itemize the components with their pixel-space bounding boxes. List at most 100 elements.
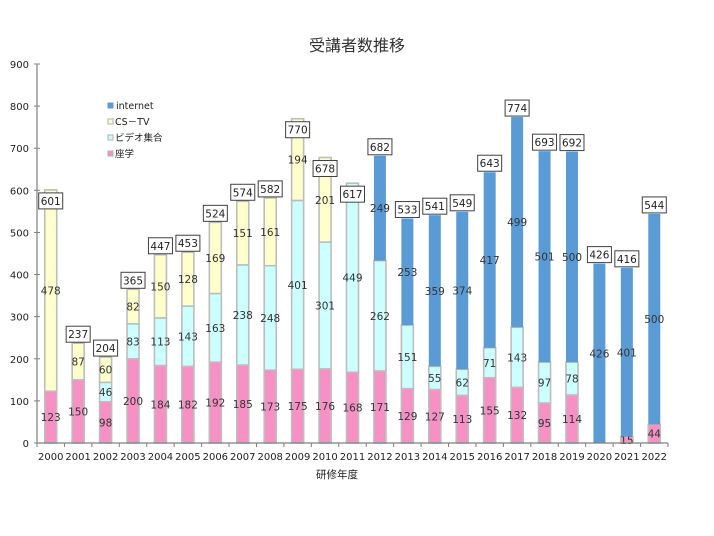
- segment-value-label: 374: [452, 286, 472, 298]
- legend-swatch-internet: [107, 102, 114, 109]
- segment-value-label: 97: [538, 378, 551, 390]
- total-label-box: [641, 196, 667, 214]
- segment-value-label: 169: [205, 253, 225, 265]
- bar-segment-2011-1: [345, 182, 360, 374]
- bar-segment-2013-3: [401, 218, 414, 326]
- bar-stack-2001: 150 87: [68, 342, 88, 444]
- x-tick-label: 2012: [367, 452, 392, 463]
- total-label-box: [532, 133, 558, 151]
- segment-value-label: 150: [68, 406, 88, 418]
- segment-value-label: 499: [507, 217, 527, 229]
- total-label-box: [38, 192, 64, 210]
- y-tick-label: 800: [10, 102, 29, 113]
- legend-label-classroom: 座学: [115, 148, 134, 160]
- total-value-label: 204: [96, 343, 116, 355]
- legend-item-video: ビデオ集合: [107, 132, 163, 144]
- bar-segment-2019-3: [565, 151, 578, 363]
- legend-item-cs-tv: CS－TV: [107, 117, 150, 128]
- total-value-label: 541: [425, 201, 445, 213]
- bar-segment-2010-2: [318, 156, 332, 243]
- segment-value-label: 184: [150, 399, 170, 411]
- bar-segment-2002-2: [98, 356, 113, 384]
- total-label-box: [120, 271, 146, 289]
- total-label-2007: 574: [230, 183, 256, 201]
- total-label-2010: 678: [312, 159, 338, 177]
- segment-value-label: 500: [562, 252, 582, 264]
- segment-value-label: 359: [425, 286, 445, 298]
- segment-value-label: 401: [288, 280, 308, 292]
- segment-value-label: 253: [397, 267, 417, 279]
- y-tick-label: 600: [10, 186, 29, 197]
- segment-value-label: 143: [178, 331, 198, 343]
- bar-stack-2020: 426: [589, 263, 610, 443]
- segment-value-label: 44: [648, 429, 662, 441]
- bar-segment-2005-2: [181, 251, 195, 307]
- segment-value-label: 301: [315, 301, 335, 313]
- bar-stack-2015: 113 62 374: [452, 211, 473, 444]
- total-label-2002: 204: [93, 339, 119, 357]
- total-label-box: [175, 234, 201, 252]
- x-tick-label: 2015: [450, 452, 475, 463]
- segment-value-label: 55: [428, 373, 441, 385]
- segment-value-label: 249: [370, 203, 390, 215]
- total-label-2019: 692: [559, 134, 585, 152]
- bar-segment-2021-3: [620, 267, 633, 437]
- total-value-label: 574: [233, 187, 253, 199]
- segment-value-label: 71: [483, 358, 496, 370]
- total-label-2021: 416: [614, 250, 640, 268]
- total-label-2016: 643: [477, 154, 503, 172]
- segment-value-label: 83: [126, 336, 139, 348]
- total-value-label: 533: [397, 205, 417, 217]
- segment-value-label: 127: [425, 411, 445, 423]
- bar-stack-2021: 15 401: [617, 267, 637, 447]
- bar-stack-2009: 175 401 194: [288, 117, 308, 444]
- x-tick-label: 2011: [340, 452, 365, 463]
- total-label-box: [312, 159, 338, 177]
- x-tick-label: 2010: [312, 452, 337, 463]
- segment-value-label: 78: [565, 374, 578, 386]
- total-label-box: [340, 185, 365, 203]
- plot-area: 1234786011508723798466020420083823651841…: [38, 99, 667, 447]
- y-tick-label: 900: [10, 60, 29, 71]
- segment-value-label: 478: [41, 286, 61, 298]
- total-label-box: [559, 134, 585, 152]
- total-label-2014: 541: [422, 197, 448, 215]
- bar-segment-2016-3: [483, 172, 496, 348]
- total-label-box: [504, 99, 530, 117]
- segment-value-label: 128: [178, 274, 198, 286]
- segment-value-label: 501: [535, 252, 555, 264]
- y-tick-label: 500: [10, 228, 29, 239]
- segment-value-label: 46: [99, 387, 113, 399]
- bar-stack-2013: 129 151 253: [397, 218, 417, 444]
- segment-value-label: 151: [397, 352, 417, 364]
- x-tick-label: 2007: [230, 452, 255, 463]
- total-label-box: [422, 197, 448, 215]
- segment-value-label: 60: [99, 365, 112, 377]
- bar-segment-2015-3: [456, 211, 469, 370]
- total-label-box: [394, 201, 420, 219]
- segment-value-label: 15: [620, 435, 633, 447]
- bar-stack-2012: 171 262 249: [370, 155, 390, 444]
- total-label-2012: 682: [367, 138, 393, 156]
- bar-segment-2018-3: [538, 151, 551, 363]
- legend-swatch-classroom: [107, 150, 114, 157]
- chart-title: 受講者数推移: [309, 36, 405, 55]
- total-value-label: 617: [342, 189, 362, 201]
- y-tick-label: 0: [23, 439, 29, 450]
- segment-value-label: 201: [315, 195, 335, 207]
- bar-stack-2006: 192 163 169: [205, 221, 225, 444]
- segment-value-label: 248: [260, 313, 280, 325]
- total-label-2000: 601: [38, 192, 64, 210]
- segment-value-label: 62: [456, 377, 469, 389]
- total-label-2020: 426: [586, 246, 612, 264]
- total-label-2001: 237: [65, 325, 91, 343]
- legend-item-internet: internet: [107, 101, 154, 112]
- segment-value-label: 98: [99, 417, 112, 429]
- x-tick-label: 2005: [175, 452, 200, 463]
- segment-value-label: 155: [480, 405, 500, 417]
- segment-value-label: 449: [342, 273, 362, 285]
- total-label-box: [202, 204, 228, 222]
- bar-stack-2010: 176 301 201: [315, 156, 335, 444]
- x-tick-label: 2013: [395, 452, 420, 463]
